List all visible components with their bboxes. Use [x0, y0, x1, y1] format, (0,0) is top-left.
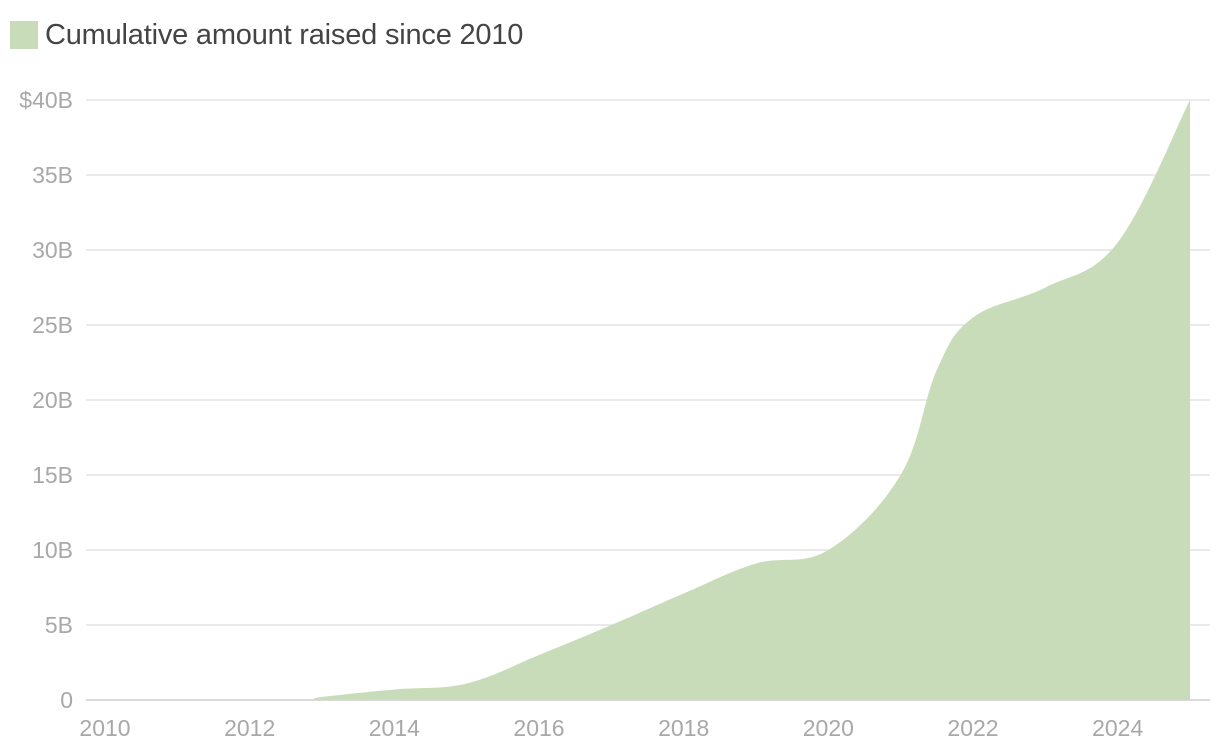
- x-axis: 2010 2012 2014 2016 2018 2020 2022 2024: [79, 715, 1143, 741]
- x-tick-label: 2022: [947, 715, 998, 741]
- y-tick-label: $40B: [19, 87, 73, 113]
- area-series: [105, 100, 1190, 700]
- x-tick-label: 2014: [369, 715, 420, 741]
- y-tick-label: 10B: [32, 537, 73, 563]
- x-tick-label: 2024: [1092, 715, 1143, 741]
- x-tick-label: 2010: [79, 715, 130, 741]
- y-tick-label: 20B: [32, 387, 73, 413]
- chart-legend: Cumulative amount raised since 2010: [10, 18, 523, 52]
- y-tick-label: 30B: [32, 237, 73, 263]
- area-fill: [105, 100, 1190, 700]
- x-tick-label: 2020: [803, 715, 854, 741]
- y-tick-label: 0: [60, 687, 73, 713]
- y-tick-label: 15B: [32, 462, 73, 488]
- legend-swatch: [10, 21, 38, 49]
- y-tick-label: 25B: [32, 312, 73, 338]
- x-tick-label: 2018: [658, 715, 709, 741]
- x-tick-label: 2012: [224, 715, 275, 741]
- x-tick-label: 2016: [513, 715, 564, 741]
- y-axis: 0 5B 10B 15B 20B 25B 30B 35B $40B: [19, 87, 73, 713]
- legend-label: Cumulative amount raised since 2010: [45, 18, 524, 51]
- y-tick-label: 35B: [32, 162, 73, 188]
- y-tick-label: 5B: [45, 612, 73, 638]
